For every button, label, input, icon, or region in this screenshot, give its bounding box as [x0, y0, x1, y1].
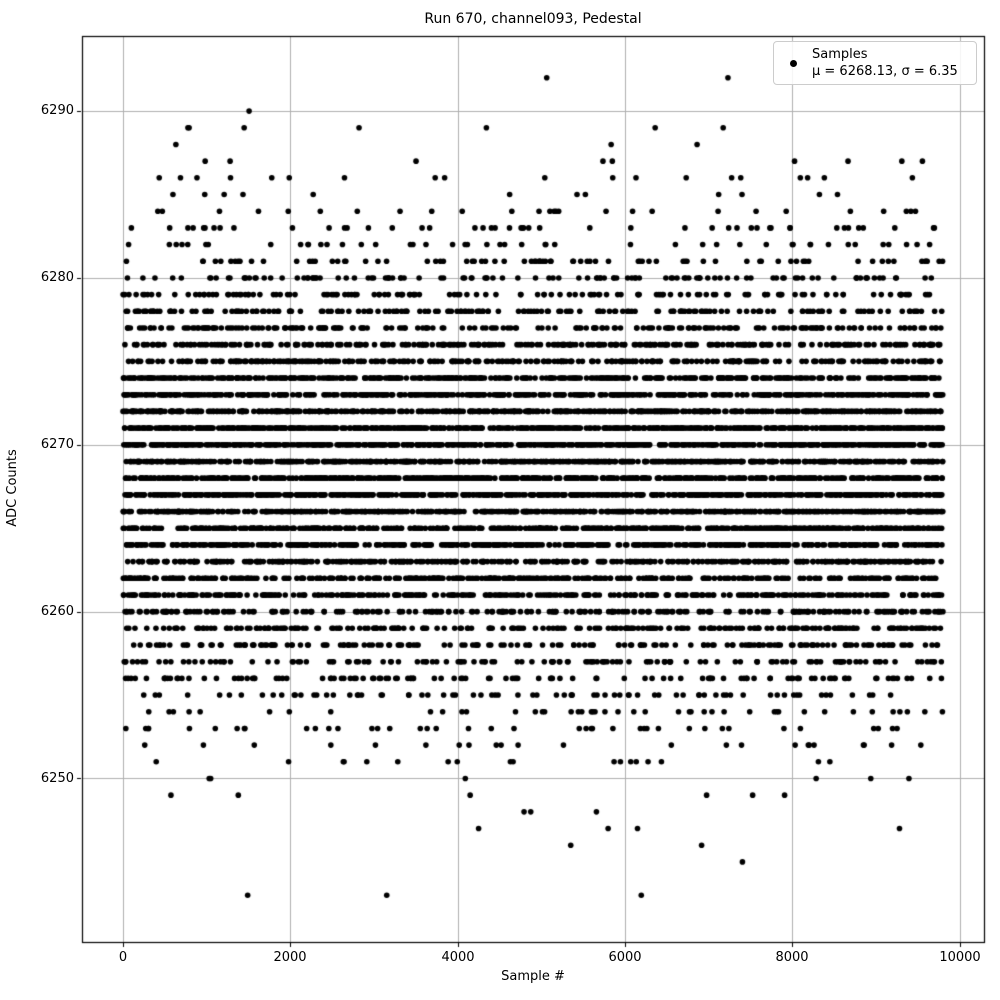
y-tick-6280: 6280 — [40, 270, 74, 285]
y-tick-6260: 6260 — [40, 604, 74, 619]
y-axis-label: ADC Counts — [5, 449, 20, 527]
y-tick-6290: 6290 — [40, 103, 74, 118]
legend-label-stats: μ = 6268.13, σ = 6.35 — [812, 64, 958, 79]
x-tick-10000: 10000 — [939, 950, 981, 965]
legend-label-samples: Samples — [812, 47, 868, 62]
x-tick-6000: 6000 — [608, 950, 642, 965]
x-tick-2000: 2000 — [273, 950, 307, 965]
x-axis-label: Sample # — [501, 969, 565, 984]
chart-title: Run 670, channel093, Pedestal — [424, 11, 642, 27]
samples-marker-icon — [789, 59, 797, 67]
x-tick-4000: 4000 — [441, 950, 475, 965]
x-tick-0: 0 — [118, 950, 128, 965]
legend-box: Samples μ = 6268.13, σ = 6.35 — [773, 41, 977, 85]
legend-text-column: Samples μ = 6268.13, σ = 6.35 — [812, 46, 968, 80]
y-tick-6270: 6270 — [40, 437, 74, 452]
y-tick-6250: 6250 — [40, 771, 74, 786]
legend-marker-column — [774, 59, 812, 67]
x-tick-8000: 8000 — [775, 950, 809, 965]
